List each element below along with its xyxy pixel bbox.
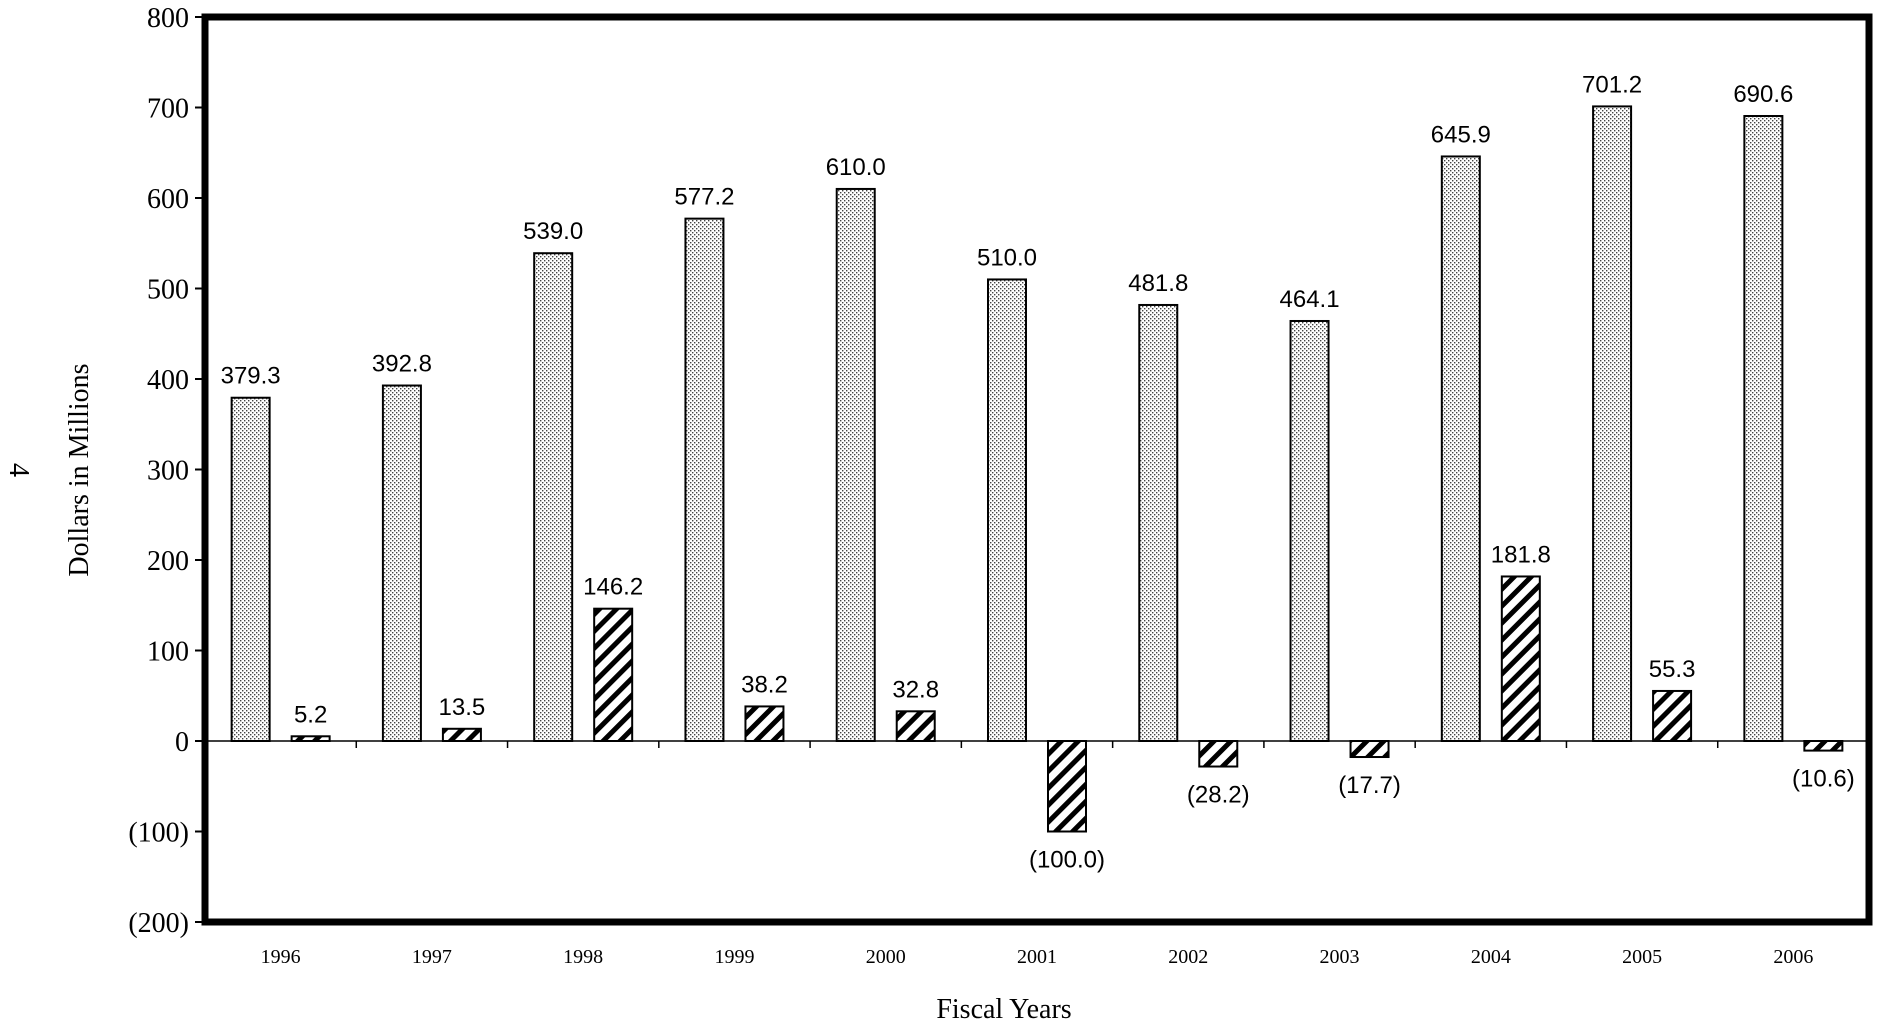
- bar: [744, 705, 785, 743]
- bar: [230, 396, 271, 742]
- bar: [835, 187, 876, 742]
- data-label: (17.7): [1338, 772, 1401, 799]
- page-number: 4: [3, 463, 34, 477]
- x-category-label: 2006: [1773, 946, 1813, 968]
- y-tick-label: 300: [147, 456, 189, 487]
- x-category-label: 2000: [866, 946, 906, 968]
- data-label: 32.8: [892, 676, 939, 703]
- bar: [1743, 115, 1784, 742]
- x-category-label: 2002: [1168, 946, 1208, 968]
- x-category-label: 2003: [1320, 946, 1360, 968]
- bar: [1500, 575, 1541, 743]
- y-tick-label: 200: [147, 546, 189, 577]
- data-label: 146.2: [583, 574, 643, 601]
- x-category-label: 2004: [1471, 946, 1511, 968]
- data-label: 13.5: [439, 694, 486, 721]
- data-label: 510.0: [977, 244, 1037, 271]
- bar: [1138, 303, 1179, 742]
- y-tick-label: 800: [147, 3, 189, 34]
- x-category-label: 1996: [261, 946, 301, 968]
- data-label: 577.2: [674, 184, 734, 211]
- y-tick-label: 500: [147, 275, 189, 306]
- zero-line-group: [205, 740, 1869, 748]
- y-tick-label: 700: [147, 94, 189, 125]
- y-tick-label: 600: [147, 184, 189, 215]
- data-label: 539.0: [523, 218, 583, 245]
- bar: [1349, 740, 1390, 759]
- data-labels: 379.3 5.2 392.8 13.5 539.0 146.2 577.2 38.2 610.…: [221, 71, 1855, 873]
- x-category-label: 2001: [1017, 946, 1057, 968]
- bar: [684, 217, 725, 743]
- bar: [987, 278, 1027, 742]
- y-axis-ticks: 800 700 600 500 400 300 200 100 0 (100) (200): [128, 3, 205, 939]
- data-label: 464.1: [1280, 286, 1340, 313]
- x-category-label: 1999: [714, 946, 754, 968]
- x-axis-categories: 1996 1997 1998 1999 2000 2001 2002 2003 2004 2005…: [261, 946, 1814, 968]
- x-category-label: 1997: [412, 946, 452, 968]
- bar: [895, 710, 936, 742]
- y-tick-label: 0: [175, 727, 189, 758]
- y-tick-label: (100): [128, 818, 189, 849]
- data-label: 701.2: [1582, 71, 1642, 98]
- data-label: 38.2: [741, 671, 788, 698]
- bars: [230, 105, 1844, 833]
- data-label: (28.2): [1187, 782, 1250, 809]
- data-label: 181.8: [1491, 541, 1551, 568]
- bar: [1289, 319, 1330, 742]
- data-label: 392.8: [372, 351, 432, 378]
- data-label: (10.6): [1792, 766, 1855, 793]
- bar: [1440, 155, 1481, 742]
- x-category-label: 1998: [563, 946, 603, 968]
- data-label: 481.8: [1128, 270, 1188, 297]
- bar: [593, 607, 634, 743]
- y-tick-label: (200): [128, 908, 189, 939]
- data-label: (100.0): [1029, 847, 1105, 874]
- x-axis-title: Fiscal Years: [936, 994, 1071, 1025]
- bar: [1047, 740, 1087, 833]
- x-category-label: 2005: [1622, 946, 1662, 968]
- bar: [1803, 740, 1844, 752]
- data-label: 55.3: [1649, 656, 1696, 683]
- data-label: 379.3: [221, 363, 281, 390]
- bar: [381, 384, 422, 742]
- bar: [441, 727, 482, 742]
- bar: [533, 252, 574, 743]
- bar: [1592, 105, 1633, 742]
- y-axis-title: Dollars in Millions: [64, 363, 95, 576]
- data-label: 690.6: [1733, 81, 1793, 108]
- y-tick-label: 100: [147, 637, 189, 668]
- plot-frame: [201, 13, 1873, 926]
- bar: [1198, 740, 1239, 768]
- bar: [1652, 689, 1693, 742]
- data-label: 610.0: [826, 154, 886, 181]
- data-label: 645.9: [1431, 121, 1491, 148]
- y-tick-label: 400: [147, 365, 189, 396]
- data-label: 5.2: [294, 701, 327, 728]
